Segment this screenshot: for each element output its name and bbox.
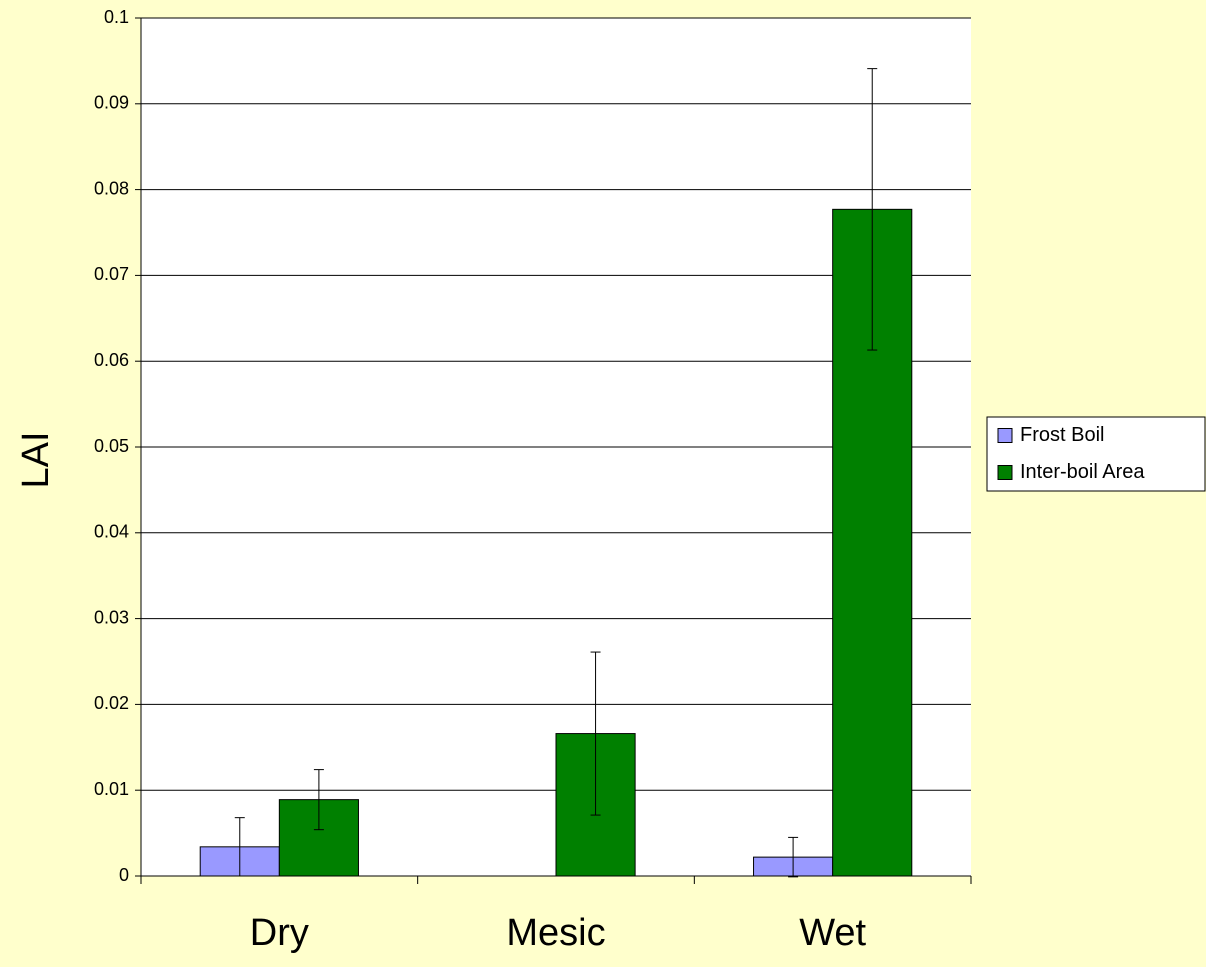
x-tick-label: Wet [799,912,866,954]
y-tick-label: 0.09 [94,93,129,113]
y-tick-label: 0.1 [104,7,129,27]
legend-swatch [997,465,1013,480]
x-tick-label: Mesic [506,912,605,954]
legend-swatch [997,428,1013,443]
y-tick-label: 0.03 [94,607,129,627]
y-tick-label: 0.04 [94,522,129,542]
legend-label: Frost Boil [1020,424,1104,446]
x-tick-label: Dry [250,912,309,954]
y-tick-label: 0.06 [94,350,129,370]
y-tick-label: 0.07 [94,264,129,284]
y-tick-label: 0.05 [94,436,129,456]
y-axis-label: LAI [15,431,57,488]
y-tick-label: 0 [119,865,129,885]
legend-box [986,416,1206,492]
y-tick-label: 0.08 [94,178,129,198]
legend-label: Inter-boil Area [1020,461,1145,483]
y-tick-label: 0.01 [94,779,129,799]
y-tick-label: 0.02 [94,693,129,713]
